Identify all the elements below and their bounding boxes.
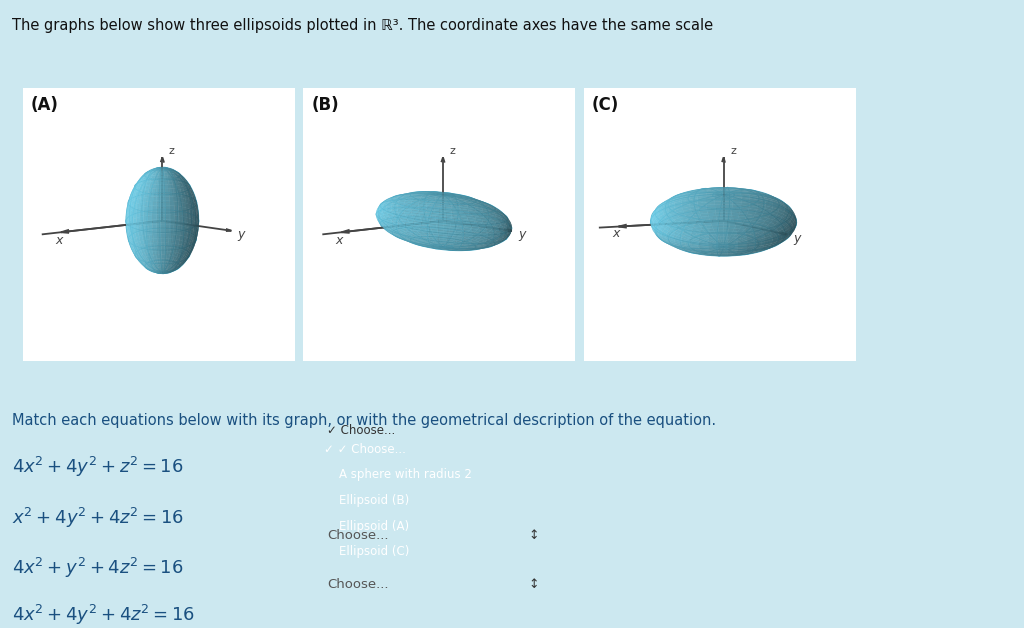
Text: ↕: ↕ bbox=[528, 578, 539, 591]
Text: Ellipsoid (A): Ellipsoid (A) bbox=[325, 519, 410, 533]
Text: ✓ Choose...: ✓ Choose... bbox=[327, 424, 395, 437]
Text: $4x^{2} + 4y^{2} + z^{2} = 16$: $4x^{2} + 4y^{2} + z^{2} = 16$ bbox=[12, 455, 184, 479]
Text: ↕: ↕ bbox=[528, 529, 539, 542]
Text: (C): (C) bbox=[592, 97, 620, 114]
Text: Match each equations below with its graph, or with the geometrical description o: Match each equations below with its grap… bbox=[12, 413, 717, 428]
Text: A sphere with radius 2: A sphere with radius 2 bbox=[325, 468, 472, 482]
Text: $x^{2} + 4y^{2} + 4z^{2} = 16$: $x^{2} + 4y^{2} + 4z^{2} = 16$ bbox=[12, 506, 184, 529]
Text: ✓ ✓ Choose...: ✓ ✓ Choose... bbox=[325, 443, 407, 456]
Text: (A): (A) bbox=[31, 97, 58, 114]
Text: Ellipsoid (C): Ellipsoid (C) bbox=[325, 545, 410, 558]
Text: $4x^{2} + y^{2} + 4z^{2} = 16$: $4x^{2} + y^{2} + 4z^{2} = 16$ bbox=[12, 556, 184, 580]
Text: Ellipsoid (B): Ellipsoid (B) bbox=[325, 494, 410, 507]
Text: Choose...: Choose... bbox=[327, 529, 388, 542]
Text: The graphs below show three ellipsoids plotted in ℝ³. The coordinate axes have t: The graphs below show three ellipsoids p… bbox=[12, 18, 714, 33]
Text: $4x^{2} + 4y^{2} + 4z^{2} = 16$: $4x^{2} + 4y^{2} + 4z^{2} = 16$ bbox=[12, 603, 196, 627]
Text: (B): (B) bbox=[311, 97, 339, 114]
Text: Choose...: Choose... bbox=[327, 578, 388, 591]
